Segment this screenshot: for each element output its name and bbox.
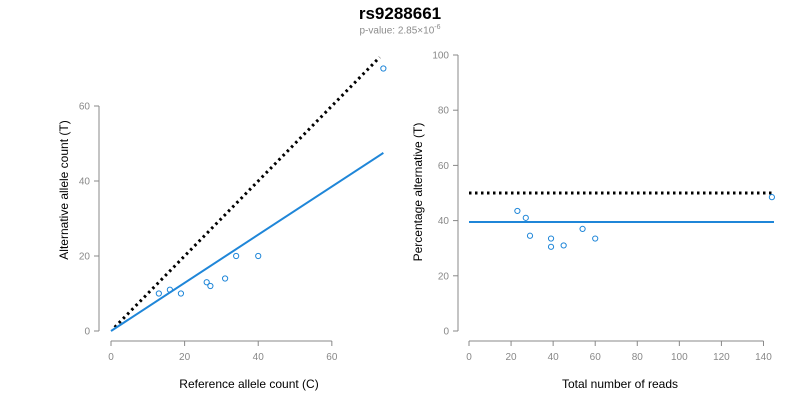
y-tick-label: 40	[79, 177, 91, 188]
x-tick: 20	[179, 341, 191, 363]
x-tick: 60	[590, 341, 602, 363]
x-tick: 40	[253, 341, 265, 363]
x-tick-label: 0	[466, 352, 472, 363]
data-point	[579, 225, 586, 232]
x-tick-label: 0	[108, 352, 114, 363]
y-tick: 0	[84, 327, 99, 338]
data-point	[522, 214, 529, 221]
y-tick-label: 20	[79, 252, 91, 263]
fit-line	[110, 152, 384, 332]
data-point	[560, 242, 567, 249]
x-tick-label: 60	[590, 352, 602, 363]
x-tick-label: 140	[755, 352, 772, 363]
x-tick: 0	[108, 341, 114, 363]
x-tick: 140	[755, 341, 772, 363]
data-point	[203, 279, 210, 286]
pvalue-text: p-value: 2.85×10	[359, 25, 435, 37]
data-point	[768, 194, 775, 201]
y-tick: 40	[79, 177, 99, 188]
chart-title: rs9288661	[358, 4, 442, 23]
data-point	[592, 235, 599, 242]
x-tick: 60	[326, 341, 338, 363]
x-tick: 80	[632, 341, 644, 363]
x-tick-label: 40	[253, 352, 265, 363]
y-tick-label: 0	[443, 327, 449, 338]
x-tick-label: 20	[506, 352, 518, 363]
data-point	[547, 235, 555, 242]
y-tick: 20	[438, 271, 458, 282]
x-tick-label: 40	[548, 352, 560, 363]
x-tick: 0	[466, 341, 472, 363]
data-point	[155, 290, 162, 297]
y-tick-label: 60	[79, 102, 91, 113]
y-tick-label: 20	[438, 271, 450, 282]
y-tick-label: 40	[438, 216, 450, 227]
x-tick-label: 80	[632, 352, 644, 363]
chart-subtitle: p-value: 2.85×10-6	[0, 24, 800, 36]
data-point	[177, 290, 185, 297]
y-tick: 100	[432, 51, 458, 62]
y-tick: 20	[79, 252, 99, 263]
y-tick: 60	[438, 161, 458, 172]
x-axis-label: Total number of reads	[562, 377, 678, 391]
y-tick-label: 80	[438, 106, 450, 117]
y-axis-label: Alternative allele count (T)	[57, 120, 71, 259]
data-point	[233, 252, 240, 260]
y-tick: 0	[443, 327, 458, 338]
x-axis-label: Reference allele count (C)	[179, 377, 318, 391]
data-point	[547, 243, 555, 250]
data-point	[221, 275, 229, 282]
x-tick-label: 120	[713, 352, 730, 363]
y-tick-label: 60	[438, 161, 450, 172]
y-tick: 80	[438, 106, 458, 117]
data-point	[207, 282, 214, 290]
pvalue-exponent: -6	[434, 24, 441, 31]
x-tick-label: 60	[326, 352, 338, 363]
data-point	[514, 207, 521, 215]
x-tick-label: 20	[179, 352, 191, 363]
x-tick: 120	[713, 341, 730, 363]
x-tick-label: 100	[671, 352, 688, 363]
x-tick: 40	[548, 341, 560, 363]
data-point	[526, 232, 534, 239]
data-point	[166, 286, 173, 293]
data-point	[255, 252, 262, 260]
y-tick-label: 0	[84, 327, 90, 338]
x-tick: 20	[506, 341, 518, 363]
y-tick: 40	[438, 216, 458, 227]
data-point	[380, 65, 387, 72]
x-tick: 100	[671, 341, 688, 363]
y-tick: 60	[79, 102, 99, 113]
y-tick-label: 100	[432, 51, 449, 62]
y-axis-label: Percentage alternative (T)	[411, 123, 425, 262]
